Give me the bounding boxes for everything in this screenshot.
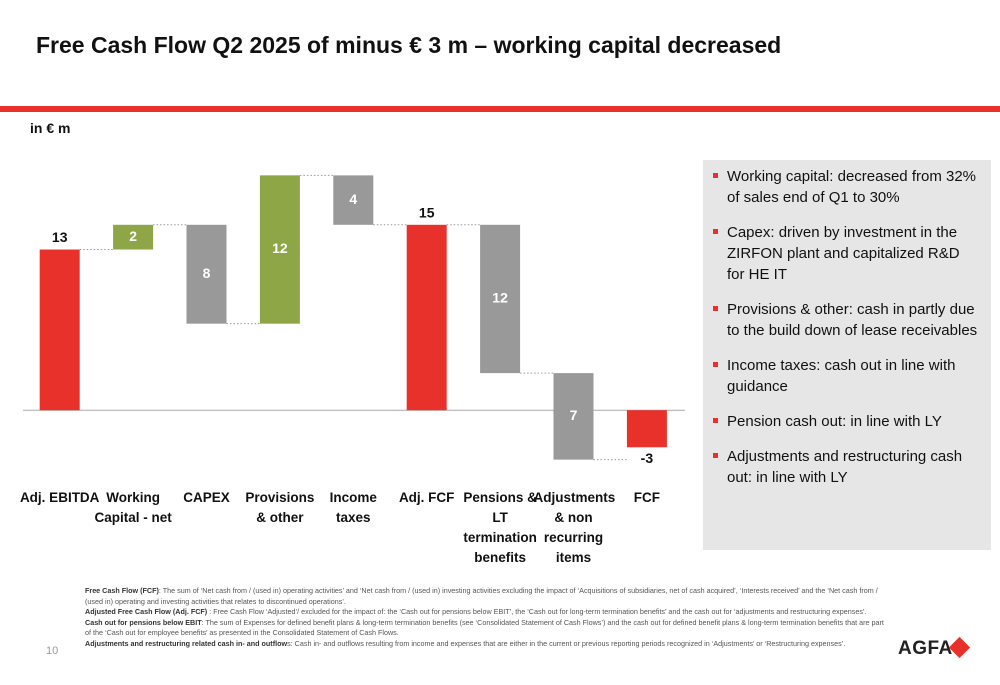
value-label: 7	[570, 407, 578, 423]
footnote-text: : The sum of Expenses for defined benefi…	[85, 617, 884, 638]
category-label: Adj. FCF	[398, 490, 455, 505]
logo: AGFA	[898, 638, 953, 659]
bar	[186, 224, 227, 324]
bar	[626, 410, 667, 448]
bullet: Income taxes: cash out in line with guid…	[713, 355, 979, 397]
bullet: Adjustments and restructuring cash out: …	[713, 446, 979, 488]
category-label: CAPEX	[183, 490, 230, 505]
bullet: Provisions & other: cash in partly due t…	[713, 301, 978, 339]
value-label: 12	[272, 240, 288, 256]
bar	[39, 249, 80, 411]
footnote: Adjustments and restructuring related ca…	[85, 639, 890, 650]
footnote-text: : Free Cash Flow ‘Adjusted’/ excluded fo…	[207, 607, 867, 616]
footnote-text: : The sum of ‘Net cash from / (used in) …	[85, 586, 878, 606]
category-label: Working Capital - net	[94, 490, 172, 525]
category-label: Adjustments & non recurring items	[533, 490, 616, 565]
page-number: 10	[46, 645, 59, 657]
value-label: 15	[419, 205, 435, 221]
slide-title: Free Cash Flow Q2 2025 of minus € 3 m – …	[36, 32, 782, 58]
value-label: 13	[52, 229, 68, 245]
bullet: Working capital: decreased from 32% of s…	[713, 166, 979, 208]
value-label: 8	[203, 265, 211, 281]
bar	[553, 373, 594, 460]
footnote-term: Adjusted Free Cash Flow (Adj. FCF)	[85, 607, 208, 616]
value-label: 12	[492, 290, 508, 306]
footnotes: Free Cash Flow (FCF): The sum of ‘Net ca…	[85, 586, 890, 649]
footnote: Cash out for pensions below EBIT: The su…	[85, 618, 890, 639]
bullet-list: Working capital: decreased from 32% of s…	[703, 160, 991, 488]
category-label: Adj. EBITDA	[19, 490, 100, 505]
footnote-term: Adjustments and restructuring related ca…	[85, 638, 288, 648]
bar	[480, 224, 521, 374]
footnote-term: Cash out for pensions below EBIT	[85, 617, 202, 627]
value-label: 2	[129, 228, 137, 244]
bar	[406, 224, 447, 411]
value-label: 4	[349, 191, 357, 207]
bar	[333, 175, 374, 225]
category-label: Pensions & LT termination benefits	[463, 490, 537, 565]
category-label: Income taxes	[329, 490, 377, 525]
unit-label: in € m	[30, 120, 71, 136]
bar	[259, 175, 300, 324]
footnote-term: Free Cash Flow (FCF)	[85, 586, 159, 595]
footnote-text: s: Cash in- and outflows resulting from …	[287, 638, 846, 648]
bullet: Pension cash out: in line with LY	[713, 411, 979, 432]
category-label: Provisions & other	[245, 490, 315, 525]
value-label: -3	[641, 450, 654, 466]
bullet: Capex: driven by investment in the ZIRFO…	[713, 222, 979, 285]
footnote: Adjusted Free Cash Flow (Adj. FCF) : Fre…	[85, 607, 890, 618]
bar	[113, 224, 154, 250]
category-label: FCF	[633, 490, 661, 505]
chart: 13 2 8 12 4 15 12 7 -3	[23, 174, 685, 466]
commentary-box: Working capital: decreased from 32% of s…	[703, 160, 991, 550]
title-rule	[0, 106, 1000, 112]
footnote: Free Cash Flow (FCF): The sum of ‘Net ca…	[85, 586, 890, 607]
